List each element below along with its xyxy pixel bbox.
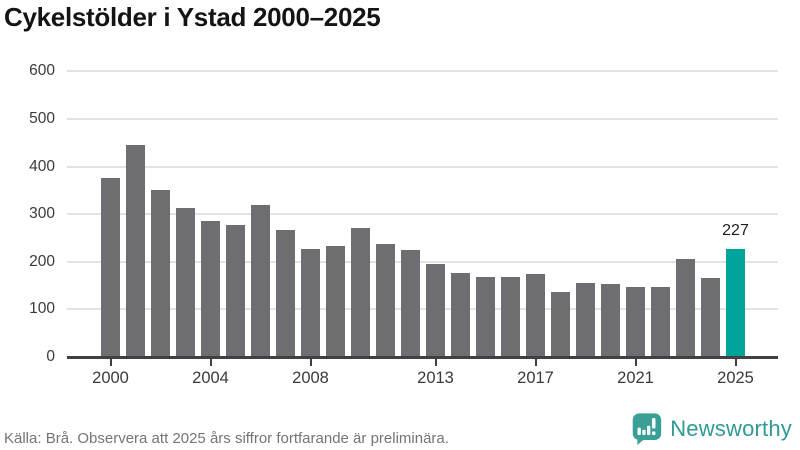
x-axis-label-2000: 2000 [92, 369, 129, 387]
newsworthy-wordmark: Newsworthy [670, 416, 792, 441]
bar-2006 [251, 205, 270, 357]
y-axis-label-600: 600 [29, 62, 55, 80]
y-axis-label-200: 200 [29, 252, 55, 270]
x-axis-label-2008: 2008 [292, 369, 329, 387]
bar-2025 [726, 248, 745, 357]
bar-2005 [226, 225, 245, 357]
bar-2009 [326, 246, 345, 357]
gridline-400 [67, 165, 778, 168]
y-axis-label-100: 100 [29, 300, 55, 318]
bar-2014 [451, 272, 470, 357]
x-axis-label-2004: 2004 [192, 369, 229, 387]
bar-2013 [426, 263, 445, 357]
bar-2008 [301, 248, 320, 357]
bar-2000 [101, 178, 120, 357]
gridline-100 [67, 308, 778, 311]
bar-2024 [701, 277, 720, 357]
bar-2015 [476, 276, 495, 357]
x-axis-tick-2025 [734, 359, 737, 366]
bar-2003 [176, 208, 195, 357]
bar-2011 [376, 243, 395, 357]
bar-2018 [551, 291, 570, 357]
x-axis-label-2013: 2013 [417, 369, 454, 387]
y-axis-label-0: 0 [46, 348, 55, 365]
bar-2016 [501, 276, 520, 357]
newsworthy-bubble-chart-icon [630, 411, 663, 447]
newsworthy-logo: Newsworthy [630, 411, 792, 447]
gridline-500 [67, 118, 778, 120]
gridline-200 [67, 260, 778, 263]
bar-2019 [576, 282, 595, 357]
bar-2020 [601, 284, 620, 357]
x-axis-tick-2000 [109, 359, 112, 366]
x-axis-label-2025: 2025 [717, 369, 754, 387]
chart-title: Cykelstölder i Ystad 2000–2025 [4, 2, 381, 32]
x-axis-tick-2013 [434, 359, 437, 366]
x-axis-tick-2017 [534, 359, 537, 366]
bar-2022 [651, 287, 670, 357]
x-axis-tick-2008 [309, 359, 312, 366]
x-axis-label-2017: 2017 [517, 369, 554, 387]
bar-chart-plot-area: 0 100 200 300 400 500 600 2000 2004 2008 2013 2017 2… [29, 62, 778, 387]
bar-2007 [276, 230, 295, 357]
gridline-300 [67, 213, 778, 216]
y-axis-label-500: 500 [29, 110, 55, 127]
x-axis-tick-2004 [209, 359, 212, 366]
y-axis-label-400: 400 [29, 157, 55, 175]
bar-2010 [351, 228, 370, 357]
x-axis-line [67, 356, 778, 359]
bar-2021 [626, 287, 645, 357]
bar-2012 [401, 250, 420, 357]
data-label-2025: 227 [722, 221, 749, 239]
x-axis-tick-2021 [634, 359, 637, 366]
source-note: Källa: Brå. Observera att 2025 års siffr… [4, 430, 449, 447]
bar-2001 [126, 144, 145, 357]
y-axis-label-300: 300 [29, 205, 55, 223]
bar-2002 [151, 190, 170, 357]
gridline-600 [67, 70, 778, 73]
bar-2017 [526, 273, 545, 357]
bar-2004 [201, 221, 220, 357]
x-axis-label-2021: 2021 [617, 369, 654, 387]
bar-2023 [676, 258, 695, 357]
